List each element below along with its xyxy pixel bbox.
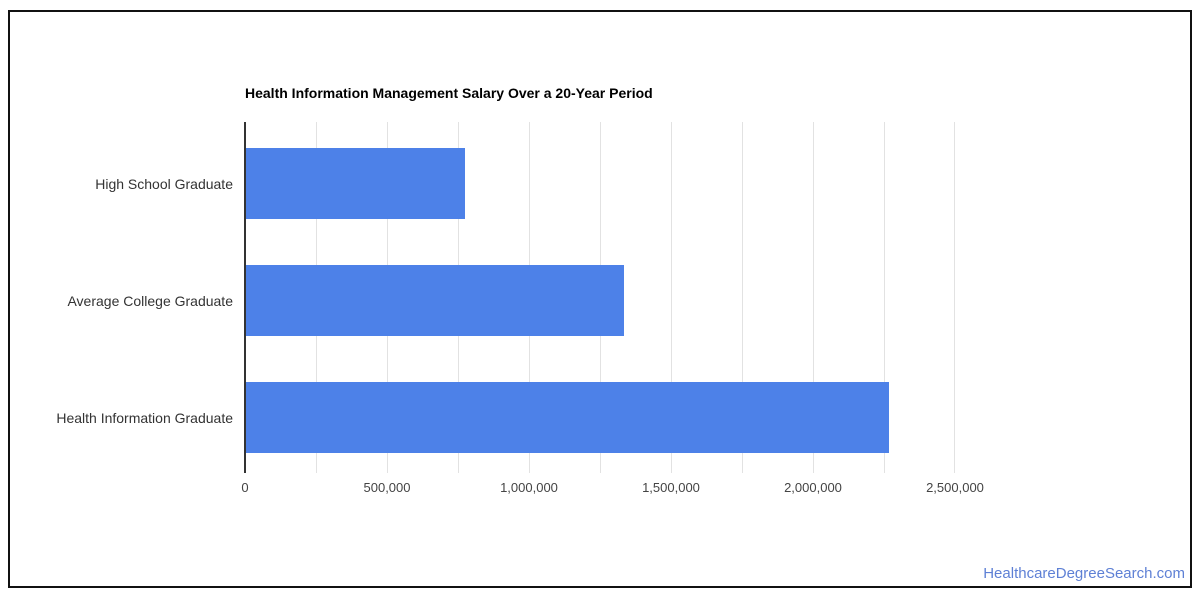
bar-health-information-graduate <box>246 382 889 453</box>
x-gridline <box>954 122 955 473</box>
category-label-average-college-graduate: Average College Graduate <box>67 293 233 309</box>
x-gridline <box>813 122 814 473</box>
x-axis-tick-labels: 0 500,000 1,000,000 1,500,000 2,000,000 2,500… <box>241 480 984 500</box>
x-tick-label: 2,500,000 <box>926 480 984 495</box>
chart-title: Health Information Management Salary Ove… <box>245 85 653 101</box>
bar-average-college-graduate <box>246 265 624 336</box>
x-tick-label: 0 <box>241 480 249 495</box>
x-tick-label: 2,000,000 <box>784 480 842 495</box>
footer-site-link[interactable]: HealthcareDegreeSearch.com <box>983 565 1185 582</box>
x-gridline <box>742 122 743 473</box>
x-tick-label: 1,500,000 <box>642 480 700 495</box>
x-tick-label: 1,000,000 <box>500 480 558 495</box>
bar-high-school-graduate <box>246 148 465 219</box>
category-label-health-information-graduate: Health Information Graduate <box>56 410 233 426</box>
x-tick-label: 500,000 <box>363 480 411 495</box>
y-axis-baseline <box>244 122 246 473</box>
category-label-high-school-graduate: High School Graduate <box>95 176 233 192</box>
plot-area <box>244 122 955 473</box>
y-axis-category-labels: High School Graduate Average College Grad… <box>0 122 233 473</box>
x-gridline <box>884 122 885 473</box>
x-gridline <box>671 122 672 473</box>
